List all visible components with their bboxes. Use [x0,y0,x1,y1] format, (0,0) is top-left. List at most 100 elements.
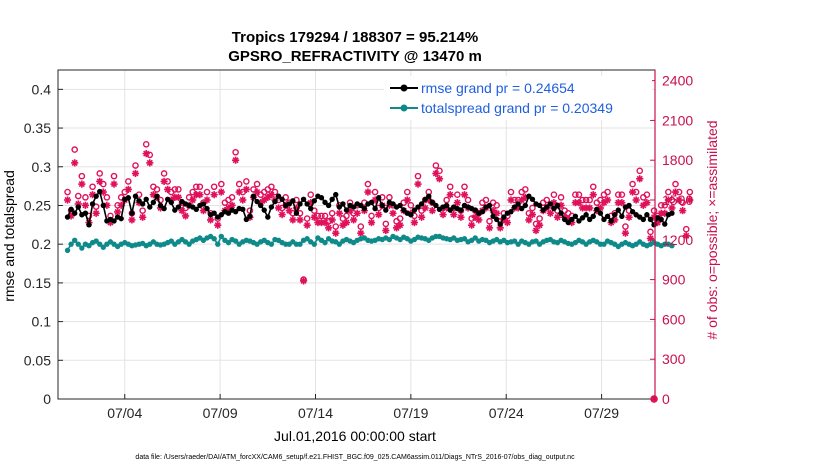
y-axis-label-right: # of obs: o=possible; ×=assimilated [704,120,720,339]
totalspread-point [93,238,99,244]
rmse-point [75,204,81,210]
rmse-point [408,212,414,218]
obs-assimilated-point [428,207,436,215]
obs-assimilated-point [325,224,333,232]
obs-assimilated-point [485,224,494,232]
rmse-point [472,207,478,213]
rmse-point [254,198,260,205]
totalspread-point [86,243,92,249]
rmse-point [551,205,557,212]
rmse-point [225,210,232,216]
rmse-point [572,213,579,220]
obs-possible-point [665,188,672,196]
rmse-point [658,216,664,223]
obs-possible-point [228,194,236,201]
obs-possible-point [142,140,150,148]
rmse-point [383,207,389,213]
obs-possible-point [103,194,111,201]
totalspread-point [515,241,521,247]
obs-possible-point [268,183,275,191]
obs-possible-point [232,148,239,156]
rmse-point [554,202,561,209]
rmse-point [265,214,271,220]
rmse-point [147,204,153,210]
obs-possible-point [661,202,669,209]
obs-assimilated-point [589,191,597,199]
obs-assimilated-point [289,216,297,224]
rmse-point [64,214,71,220]
rmse-point [200,201,207,207]
obs-assimilated-point [410,218,419,227]
obs-assimilated-point [203,196,211,204]
obs-possible-point [132,162,139,169]
obs-assimilated-point [553,213,562,221]
rmse-point [308,205,314,212]
totalspread-point [386,236,393,243]
rmse-point [390,201,396,207]
rmse-point [447,207,453,213]
obs-assimilated-point [335,209,343,217]
obs-assimilated-point [586,204,594,212]
obs-possible-point [307,191,315,199]
rmse-point [375,195,382,201]
obs-possible-point [343,212,350,220]
rmse-point [71,210,78,216]
obs-assimilated-point [525,216,533,224]
totalspread-point [100,244,106,250]
obs-assimilated-point [460,191,469,199]
obs-assimilated-point [396,221,404,229]
obs-possible-point [454,191,461,199]
rmse-point [111,218,117,224]
totalspread-point [461,236,468,242]
obs-assimilated-point [71,159,79,167]
y-axis-label-left: rmse and totalspread [1,170,17,302]
obs-possible-point [396,215,404,222]
x-tick-label: 07/19 [393,405,428,421]
rmse-point [626,202,632,209]
obs-assimilated-series [63,149,694,285]
rmse-point [640,216,647,223]
obs-assimilated-point [210,191,218,199]
rmse-series [64,188,675,228]
rmse-point [608,218,614,224]
obs-assimilated-point [532,226,540,235]
obs-possible-point [218,180,225,188]
rmse-point [612,212,618,218]
obs-possible-point [403,188,411,196]
obs-assimilated-point [364,188,372,196]
rmse-point [286,201,292,207]
obs-assimilated-point [507,196,515,204]
rmse-point [458,207,464,213]
rmse-point [150,199,157,206]
totalspread-point [304,236,310,242]
totalspread-point [336,241,343,247]
obs-possible-point [321,212,329,220]
rmse-point [100,202,106,209]
rmse-point [350,204,357,210]
obs-assimilated-point [643,199,651,207]
legend: rmse grand pr = 0.24654 totalspread gran… [384,76,652,120]
obs-assimilated-point [178,207,186,215]
rmse-point [211,210,217,216]
obs-possible-point [357,223,365,230]
obs-possible-point [446,183,454,191]
totalspread-point [71,237,78,244]
obs-possible-point [536,215,543,222]
rmse-point [329,196,335,202]
totalspread-point [215,241,221,247]
totalspread-point [186,241,192,247]
obs-possible-point [171,186,179,193]
totalspread-series [64,233,675,254]
obs-assimilated-point [164,185,172,193]
rmse-point [157,202,164,209]
rmse-point [547,201,554,207]
rmse-point [193,206,199,213]
obs-possible-point [443,196,450,204]
obs-assimilated-point [389,209,397,217]
rmse-point [651,222,657,228]
obs-assimilated-point [278,211,286,219]
rmse-point [586,216,593,223]
x-tick-label: 07/09 [203,405,238,421]
obs-possible-point [125,178,132,185]
